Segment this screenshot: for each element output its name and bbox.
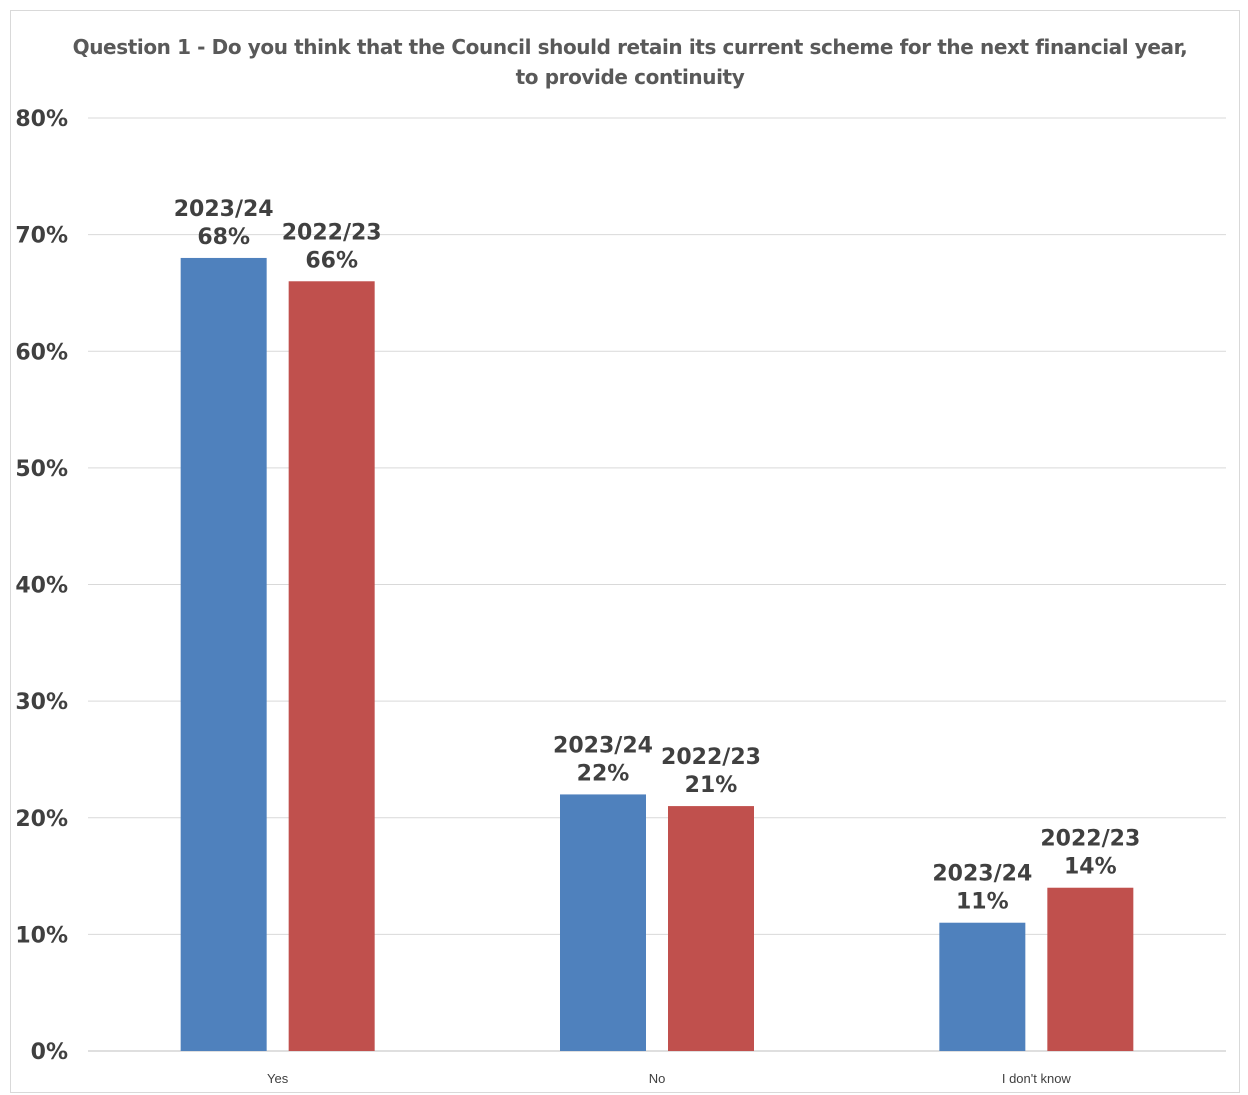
y-tick-label: 60% bbox=[15, 340, 68, 365]
y-tick-label: 0% bbox=[31, 1040, 68, 1065]
data-label: 2023/24 11% bbox=[932, 862, 1032, 915]
y-axis-tick-labels: 0% 10% 20% 30% 40% 50% 60% 70% 80% bbox=[15, 107, 68, 1065]
x-tick-label: Yes bbox=[267, 1071, 289, 1086]
y-tick-label: 10% bbox=[15, 923, 68, 948]
bar bbox=[180, 257, 267, 1051]
bar bbox=[560, 794, 646, 1051]
bars bbox=[180, 257, 1134, 1051]
data-label: 2023/24 68% bbox=[174, 197, 274, 250]
y-tick-label: 40% bbox=[15, 574, 68, 599]
bar bbox=[939, 922, 1026, 1051]
x-tick-label: No bbox=[649, 1071, 666, 1086]
y-tick-label: 20% bbox=[15, 807, 68, 832]
data-label: 2022/23 21% bbox=[661, 745, 761, 798]
data-label: 2023/24 22% bbox=[553, 733, 653, 786]
bar bbox=[1047, 887, 1134, 1051]
y-tick-label: 70% bbox=[15, 224, 68, 249]
y-tick-label: 80% bbox=[15, 107, 68, 132]
data-label: 2022/23 14% bbox=[1040, 827, 1140, 880]
gridlines bbox=[88, 117, 1226, 1052]
x-tick-label: I don't know bbox=[1002, 1071, 1072, 1086]
data-labels: 2023/24 68% 2022/23 66% 2023/24 22%2022/23 21%… bbox=[174, 197, 1141, 915]
bar bbox=[288, 281, 375, 1051]
y-tick-label: 50% bbox=[15, 457, 68, 482]
chart-title: Question 1 - Do you think that the Counc… bbox=[72, 35, 1188, 89]
y-tick-label: 30% bbox=[15, 690, 68, 715]
x-axis-tick-labels: Yes No I don't know bbox=[267, 1071, 1071, 1086]
data-label: 2022/23 66% bbox=[282, 220, 382, 273]
bar bbox=[668, 806, 754, 1051]
